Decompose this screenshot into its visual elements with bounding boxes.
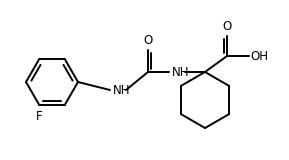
Text: O: O xyxy=(143,35,153,48)
Text: F: F xyxy=(36,110,42,123)
Text: O: O xyxy=(222,20,231,33)
Text: NH: NH xyxy=(172,65,190,79)
Text: NH: NH xyxy=(113,84,131,96)
Text: OH: OH xyxy=(250,49,268,63)
